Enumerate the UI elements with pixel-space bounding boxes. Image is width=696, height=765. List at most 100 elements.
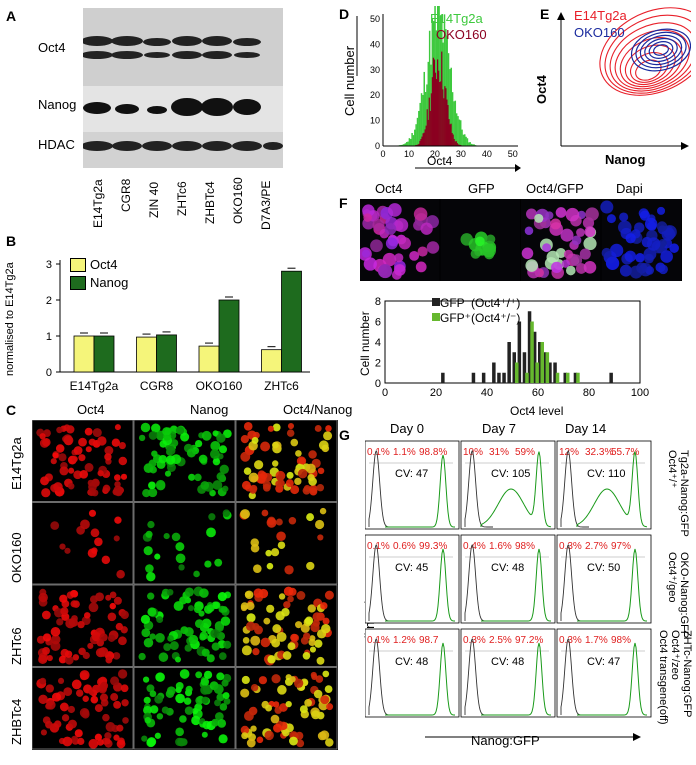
flow-histogram: 0.1% 0.6% 99.3% CV: 45 [365,534,460,624]
cell-nucleus [545,211,554,220]
cell-nucleus [62,736,73,747]
cell-nucleus [57,677,65,684]
cell-nucleus [39,677,47,685]
cell-nucleus [120,473,128,480]
cell-nucleus [212,457,221,466]
cell-nucleus [201,696,209,704]
cell-nucleus [102,484,111,493]
cell-nucleus [326,703,334,711]
gate-percentage: 31% [489,447,509,458]
cell-nucleus [320,695,330,705]
cell-nucleus [41,488,51,498]
cell-nucleus [218,445,228,454]
cell-nucleus [217,591,227,602]
cell-nucleus [118,456,128,466]
hist-bar-oko [445,88,447,146]
cell-nucleus [570,254,583,267]
cell-nucleus [565,207,580,222]
cell-nucleus [635,253,645,263]
category-label: CGR8 [140,379,174,393]
cell-nucleus [223,697,231,705]
cell-nucleus [149,633,156,640]
cell-nucleus [46,700,56,710]
hist-bar-oko [441,51,443,146]
cell-nucleus [118,442,126,450]
cell-nucleus [216,693,225,702]
cell-nucleus [584,226,596,238]
cell-nucleus [475,236,485,247]
cell-nucleus [216,472,225,481]
micrograph-tile [133,502,236,585]
legend-swatch-oct4 [70,258,86,272]
cell-nucleus [240,509,250,519]
cell-nucleus [193,570,200,578]
panel-g-row-label: OKO-Nanog:GFP Oct4⁺/geo [666,552,690,638]
hist-bar-e14 [407,141,409,146]
cell-nucleus [97,738,104,746]
hist-bar-oko [428,97,430,146]
hist-bar-oko [449,124,451,146]
cell-nucleus [114,516,122,524]
cell-nucleus [286,471,294,479]
hist-bar-oko [434,72,437,146]
panel-c-col-merge: Oct4/Nanog [283,402,353,417]
cell-nucleus [166,445,176,456]
row3-label2: Oct4⁺/zeo [669,630,681,680]
cell-nucleus [212,480,223,490]
hist-bar-e14 [455,113,458,146]
cell-nucleus [105,594,112,601]
hist-bar-oko [439,81,441,146]
hist-bar-oko [456,143,458,146]
panel-g-day0: Day 0 [390,421,424,436]
cell-nucleus [565,265,576,276]
x-tick-label: 50 [508,149,518,159]
cell-nucleus [283,586,294,597]
hist-bar-e14 [422,94,424,146]
cell-nucleus [52,452,59,459]
cell-nucleus [105,722,116,732]
y-tick-label: 40 [370,39,380,49]
cell-nucleus [289,676,296,683]
gate-percentage: 97% [611,541,631,552]
panel-e-ylabel: Oct4 [534,75,549,104]
cell-nucleus [65,618,76,629]
cell-nucleus [583,237,597,251]
gate-percentage: 1.6% [489,541,512,552]
panel-label-e: E [540,6,550,22]
hist-bar-e14 [427,61,430,147]
cell-nucleus [97,470,104,477]
cell-nucleus [585,207,599,221]
cell-nucleus [297,468,308,479]
cell-nucleus [266,604,275,613]
tile-bg [133,502,236,585]
cell-nucleus [203,670,213,679]
cell-nucleus [99,693,109,702]
bar-nanog [218,299,240,373]
hist-bar-gfp-minus [553,362,557,383]
hist-bar-e14 [450,67,452,146]
cell-nucleus [219,703,228,711]
hist-bar-e14 [446,35,448,146]
gfp-curve [480,451,552,528]
cell-nucleus [398,237,411,250]
flow-histogram: 0.3% 2.5% 97.2% CV: 48 [460,628,556,718]
cell-nucleus [187,605,195,612]
cell-nucleus [45,684,54,693]
cell-nucleus [163,643,172,652]
cell-nucleus [287,595,294,603]
contour-oko [648,41,674,59]
cell-nucleus [625,233,636,244]
hist-bar-e14 [468,142,470,146]
cell-nucleus [142,488,151,498]
cell-nucleus [155,632,165,643]
cell-nucleus [265,549,272,557]
cell-nucleus [534,213,544,223]
cell-nucleus [362,204,375,217]
category-label: OKO160 [196,379,243,393]
cell-nucleus [188,634,199,645]
y-tick-label: 3 [46,259,52,271]
cell-nucleus [264,730,274,741]
gate-percentage: 0.1% [367,635,390,646]
cell-nucleus [186,448,196,458]
hist-bar-oko [431,77,434,146]
